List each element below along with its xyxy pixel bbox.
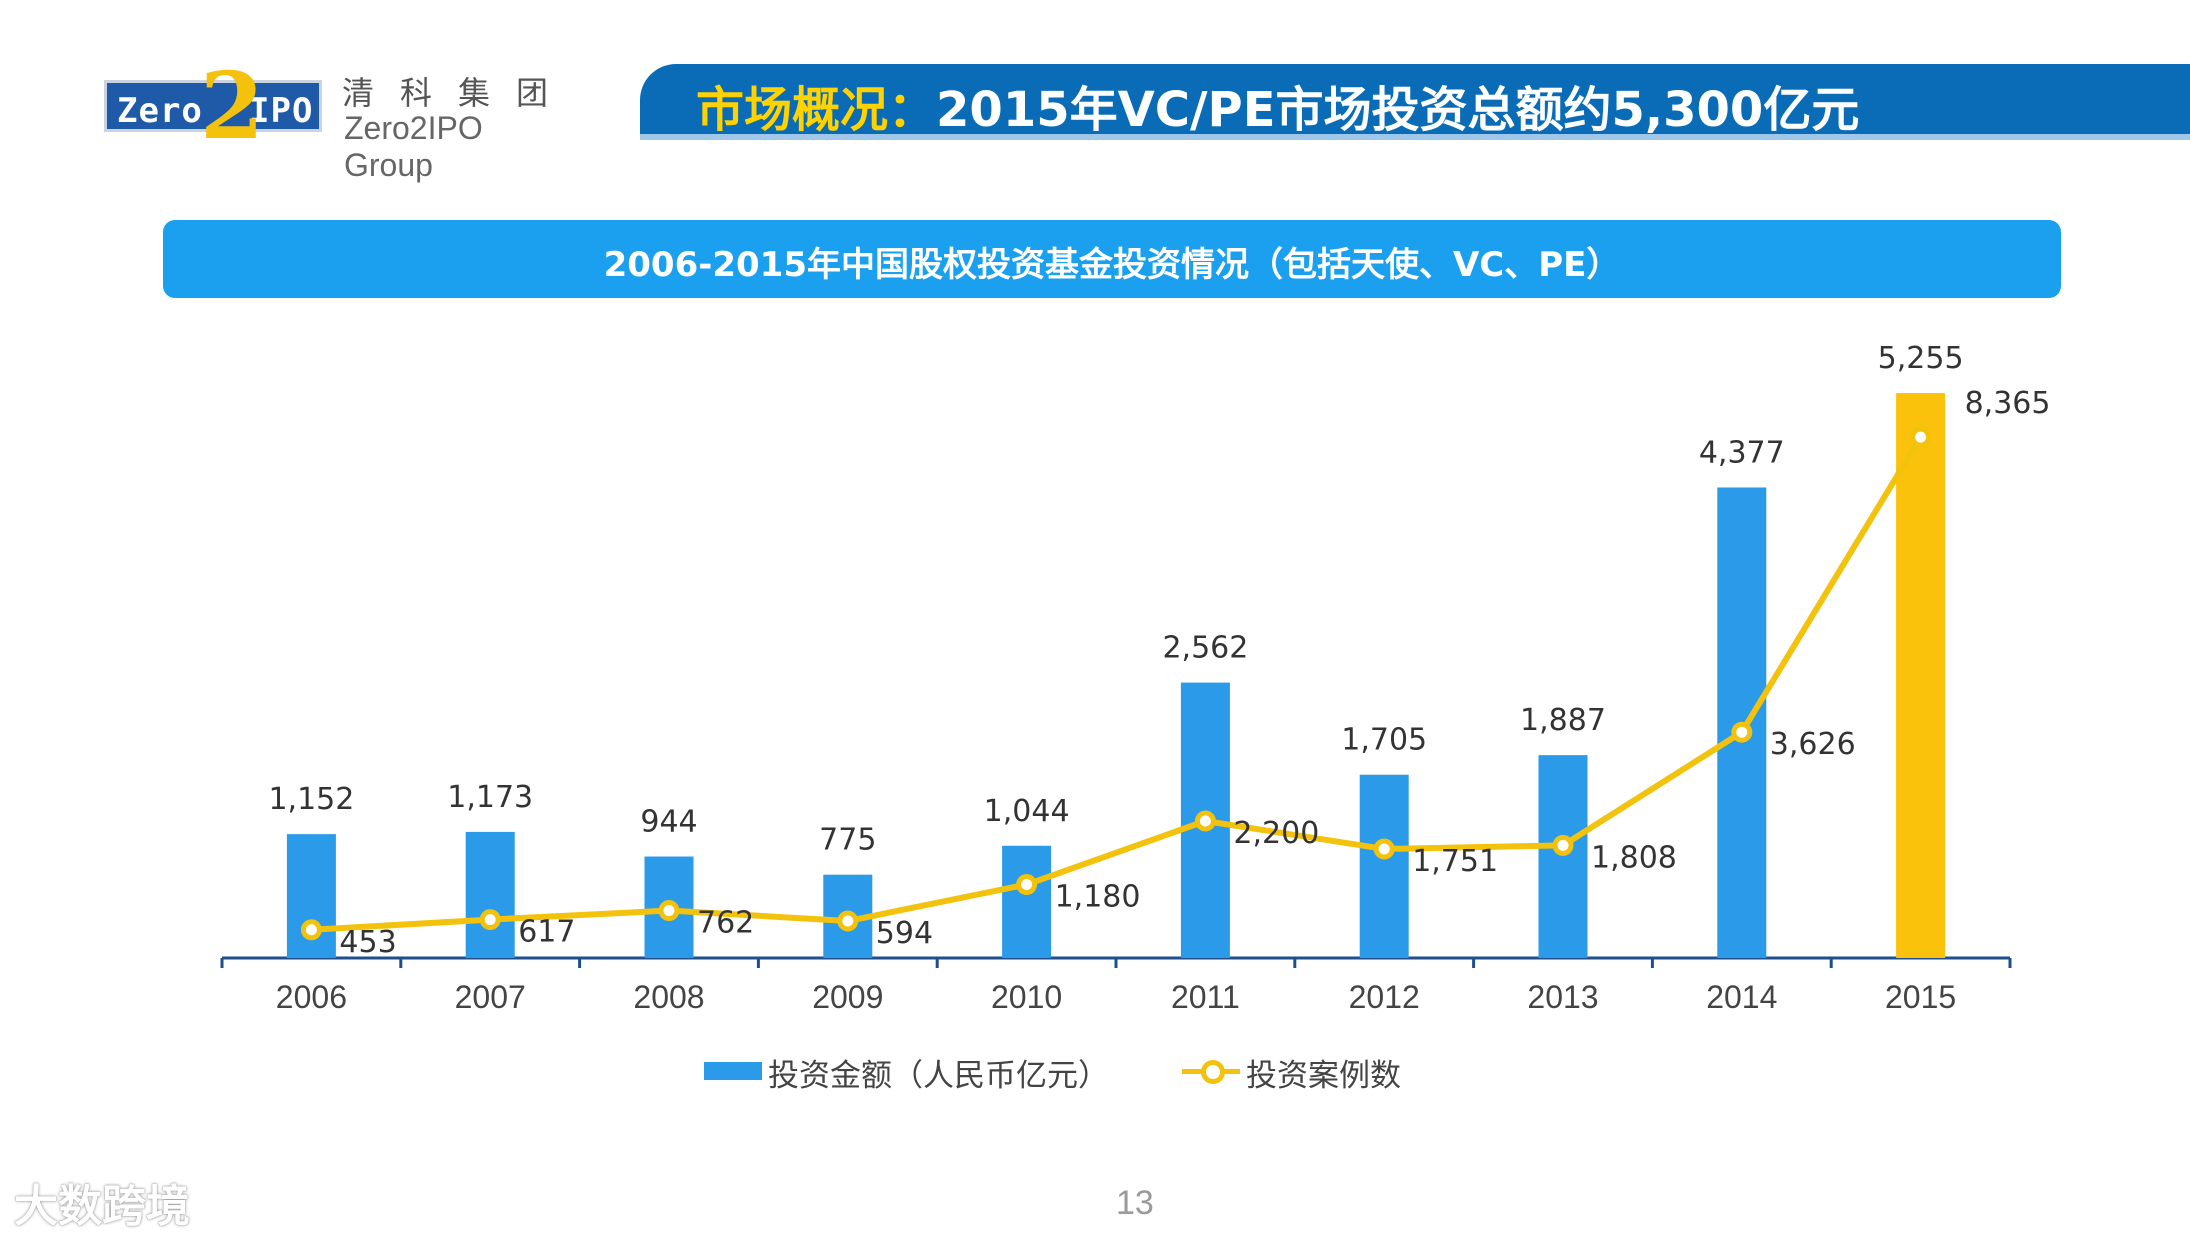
line-point-2010 xyxy=(1016,874,1038,896)
logo-english-name: Zero2IPO Group xyxy=(344,110,483,183)
line-point-2015 xyxy=(1910,426,1932,448)
logo-badge: Zero IPO xyxy=(104,80,322,132)
bar-2012 xyxy=(1359,774,1409,958)
x-tick-label: 2006 xyxy=(276,979,347,1015)
bar-2007 xyxy=(465,831,515,958)
x-tick-label: 2011 xyxy=(1171,979,1240,1015)
bar-value-label: 1,152 xyxy=(268,782,354,817)
chart-title: 2006-2015年中国股权投资基金投资情况（包括天使、VC、PE） xyxy=(603,245,1621,285)
x-tick-label: 2012 xyxy=(1349,979,1420,1015)
bar-2010 xyxy=(1002,845,1052,958)
line-value-label: 3,626 xyxy=(1770,727,1856,762)
legend-marker-icon xyxy=(1201,1060,1225,1084)
title-main: 2015年VC/PE市场投资总额约5,300亿元 xyxy=(936,82,1860,138)
page-title: 市场概况：2015年VC/PE市场投资总额约5,300亿元 xyxy=(696,70,1859,140)
line-point-2013 xyxy=(1552,834,1574,856)
line-value-label: 1,180 xyxy=(1055,880,1141,915)
bar-value-label: 1,044 xyxy=(984,794,1070,829)
bar-value-label: 1,705 xyxy=(1341,723,1427,758)
line-value-label: 617 xyxy=(518,915,575,950)
line-value-label: 1,808 xyxy=(1591,840,1677,875)
line-point-2014 xyxy=(1731,721,1753,743)
x-tick-label: 2013 xyxy=(1527,979,1598,1015)
title-highlight: 市场概况： xyxy=(696,82,937,138)
line-value-label: 1,751 xyxy=(1412,844,1498,879)
line-value-label: 594 xyxy=(876,916,933,951)
line-point-2009 xyxy=(837,910,859,932)
bar-2013 xyxy=(1538,755,1588,958)
x-tick-label: 2009 xyxy=(812,979,883,1015)
bar-value-label: 5,255 xyxy=(1878,341,1964,376)
logo-zero-text: Zero xyxy=(117,91,203,131)
watermark: 大数跨境 xyxy=(14,1181,190,1232)
chart-title-banner: 2006-2015年中国股权投资基金投资情况（包括天使、VC、PE） xyxy=(163,220,2061,298)
legend-label-cases: 投资案例数 xyxy=(1246,1058,1401,1094)
bar-value-label: 2,562 xyxy=(1162,631,1248,666)
bar-value-label: 775 xyxy=(819,823,876,858)
x-tick-label: 2008 xyxy=(633,979,704,1015)
x-tick-label: 2007 xyxy=(455,979,526,1015)
logo-chinese-name: 清科集团 xyxy=(342,74,575,112)
line-value-label: 762 xyxy=(697,906,754,941)
line-point-2007 xyxy=(479,909,501,931)
bar-value-label: 1,173 xyxy=(447,780,533,815)
bar-value-label: 4,377 xyxy=(1699,435,1785,470)
line-value-label: 8,365 xyxy=(1965,386,2051,421)
page-number: 13 xyxy=(1116,1184,1154,1222)
bar-value-label: 944 xyxy=(640,805,697,840)
line-point-2008 xyxy=(658,900,680,922)
zero2ipo-logo: Zero IPO 2 清科集团 Zero2IPO Group xyxy=(104,60,575,183)
bar-value-label: 1,887 xyxy=(1520,703,1606,738)
bar-2015 xyxy=(1896,393,1946,958)
line-value-label: 2,200 xyxy=(1233,816,1319,851)
x-tick-label: 2014 xyxy=(1706,979,1777,1015)
line-point-2011 xyxy=(1194,810,1216,832)
line-point-2012 xyxy=(1373,838,1395,860)
logo-two-glyph: 2 xyxy=(200,52,265,160)
line-point-2006 xyxy=(300,919,322,941)
line-cases xyxy=(311,435,1924,933)
logo-ipo-text: IPO xyxy=(249,91,314,131)
title-banner: 市场概况：2015年VC/PE市场投资总额约5,300亿元 xyxy=(640,64,2190,140)
legend-bar-swatch xyxy=(704,1062,762,1080)
legend-label-amount: 投资金额（人民币亿元） xyxy=(768,1058,1109,1094)
x-tick-label: 2015 xyxy=(1885,979,1956,1015)
line-value-label: 453 xyxy=(339,925,396,960)
x-tick-label: 2010 xyxy=(991,979,1062,1015)
